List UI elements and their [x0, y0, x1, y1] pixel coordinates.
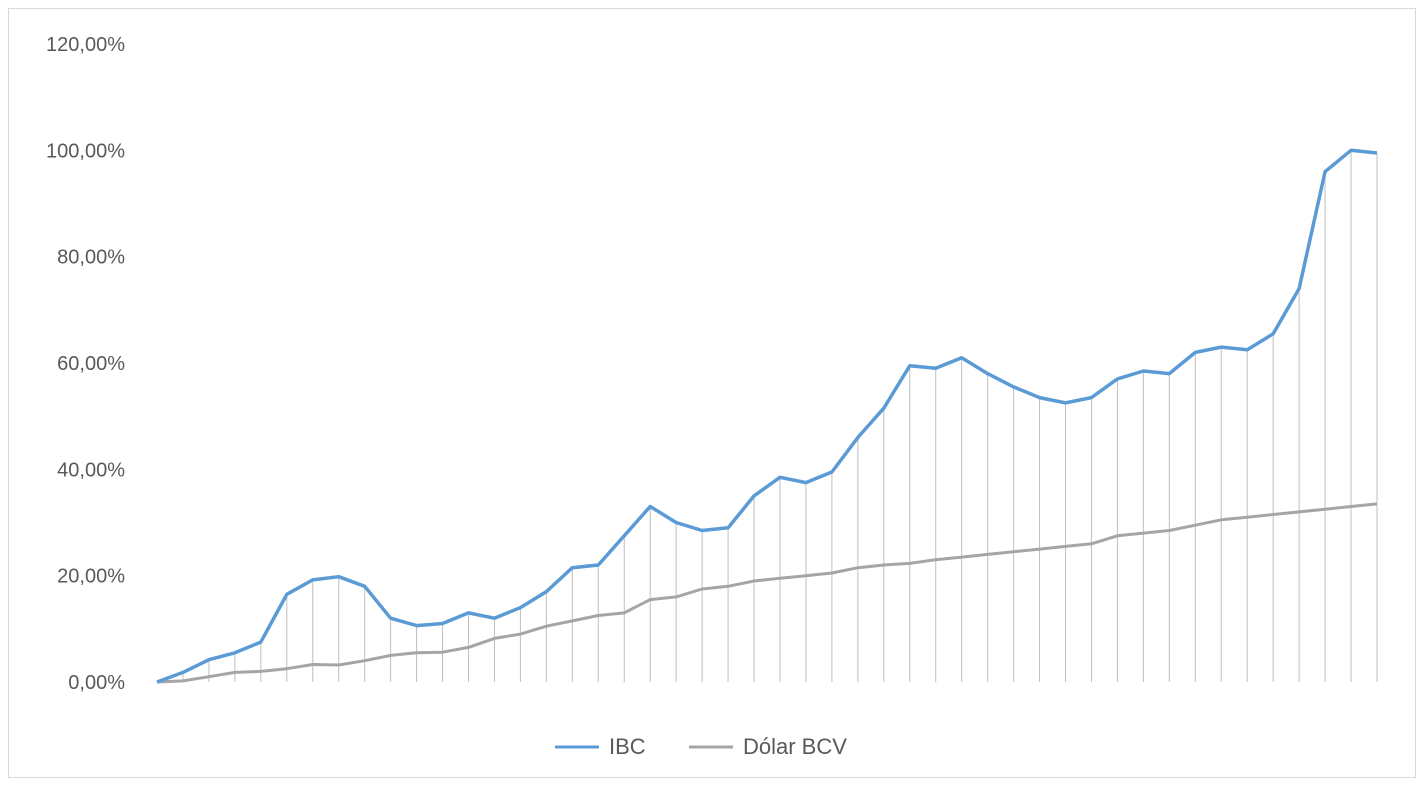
y-tick-label: 20,00%: [57, 566, 125, 588]
y-tick-label: 80,00%: [57, 247, 125, 269]
y-tick-label: 40,00%: [57, 459, 125, 481]
drop-lines: [182, 150, 1378, 682]
legend: IBC Dólar BCV: [555, 734, 847, 759]
series-line-dolar-bcv: [156, 502, 1378, 684]
y-axis-ticks: 0,00% 20,00% 40,00% 60,00% 80,00% 100,00% 120,…: [46, 34, 125, 694]
y-tick-label: 0,00%: [68, 672, 125, 694]
y-tick-label: 100,00%: [46, 140, 125, 162]
legend-label-ibc: IBC: [609, 734, 646, 759]
y-tick-label: 60,00%: [57, 353, 125, 375]
line-chart: 0,00% 20,00% 40,00% 60,00% 80,00% 100,00% 120,…: [46, 34, 1378, 759]
legend-label-dolar-bcv: Dólar BCV: [743, 734, 847, 759]
series-lines: [156, 148, 1378, 684]
y-tick-label: 120,00%: [46, 34, 125, 56]
series-line-ibc: [156, 148, 1378, 684]
chart-frame: 0,00% 20,00% 40,00% 60,00% 80,00% 100,00% 120,…: [8, 8, 1416, 778]
